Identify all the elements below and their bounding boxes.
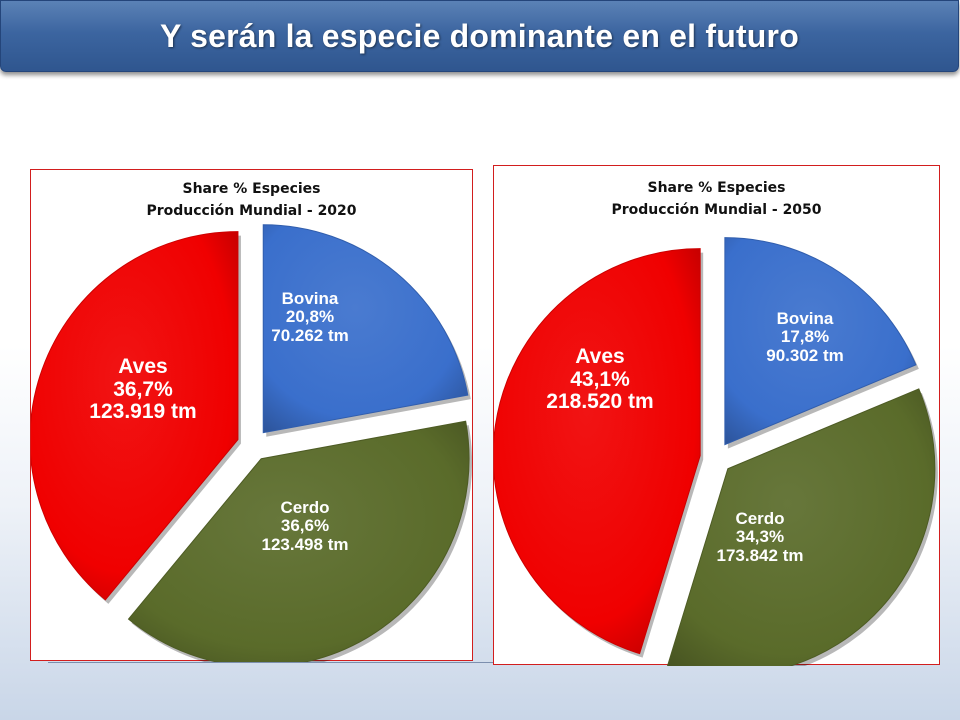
slice-label-aves: Aves 43,1% 218.520 tm bbox=[520, 345, 680, 414]
pie-slice-cerdo bbox=[666, 388, 936, 666]
chart-subtitle-line: Producción Mundial - 2050 bbox=[611, 202, 822, 218]
pie-slice-aves bbox=[31, 231, 239, 601]
slice-name: Cerdo bbox=[280, 498, 330, 517]
slice-percent: 36,6% bbox=[280, 516, 330, 536]
slice-percent: 34,3% bbox=[735, 527, 785, 547]
pie-slice-bovina bbox=[262, 224, 469, 434]
chart-subtitle-line: Producción Mundial - 2020 bbox=[146, 203, 357, 219]
slice-percent: 43,1% bbox=[570, 367, 630, 391]
chart-title-line: Share % Especies bbox=[182, 181, 321, 197]
slice-percent: 17,8% bbox=[780, 327, 830, 347]
slice-label-cerdo: Cerdo 34,3% 173.842 tm bbox=[680, 509, 840, 565]
slice-name: Bovina bbox=[776, 309, 834, 328]
chart-title-line: Share % Especies bbox=[647, 180, 786, 196]
chart-title-2050: Share % Especies Producción Mundial - 20… bbox=[494, 177, 939, 221]
title-bar: Y serán la especie dominante en el futur… bbox=[0, 0, 959, 72]
pie-chart-2050-canvas bbox=[494, 237, 938, 666]
pie-slice-cerdo bbox=[127, 420, 470, 662]
slice-value: 218.520 tm bbox=[546, 390, 654, 414]
slice-percent: 20,8% bbox=[285, 307, 335, 327]
slice-value: 70.262 tm bbox=[271, 325, 349, 345]
slice-label-aves: Aves 36,7% 123.919 tm bbox=[63, 355, 223, 424]
slice-name: Cerdo bbox=[735, 509, 785, 528]
slice-label-bovina: Bovina 17,8% 90.302 tm bbox=[725, 309, 885, 365]
pie-chart-2050: Share % Especies Producción Mundial - 20… bbox=[493, 165, 940, 666]
slice-name: Aves bbox=[575, 345, 625, 368]
slice-name: Aves bbox=[118, 355, 168, 378]
chart-title-2020: Share % Especies Producción Mundial - 20… bbox=[31, 178, 472, 222]
slice-value: 173.842 tm bbox=[716, 545, 804, 565]
pie-slice-bovina bbox=[724, 237, 917, 446]
page-title: Y serán la especie dominante en el futur… bbox=[160, 17, 799, 54]
slice-percent: 36,7% bbox=[113, 377, 173, 401]
pie-slice-aves bbox=[494, 248, 701, 655]
slice-value: 90.302 tm bbox=[766, 345, 844, 365]
slice-name: Bovina bbox=[281, 289, 339, 308]
pie-chart-2020-canvas bbox=[31, 224, 473, 662]
slice-label-cerdo: Cerdo 36,6% 123.498 tm bbox=[225, 498, 385, 554]
divider-line bbox=[48, 662, 920, 663]
pie-chart-2020: Share % Especies Producción Mundial - 20… bbox=[30, 169, 473, 662]
slice-value: 123.919 tm bbox=[89, 400, 197, 424]
slice-label-bovina: Bovina 20,8% 70.262 tm bbox=[230, 289, 390, 345]
slice-value: 123.498 tm bbox=[261, 534, 349, 554]
